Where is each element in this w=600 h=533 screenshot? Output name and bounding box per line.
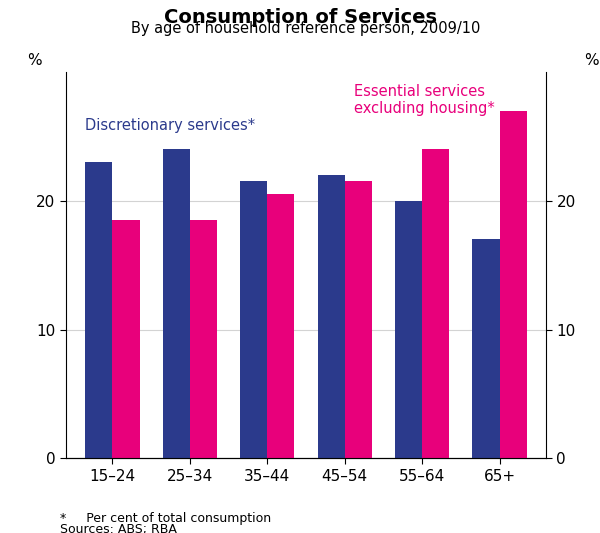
Bar	[317, 175, 345, 458]
Bar	[267, 195, 295, 458]
Text: %: %	[28, 53, 42, 68]
Bar	[345, 181, 372, 458]
Text: *     Per cent of total consumption: * Per cent of total consumption	[60, 512, 271, 524]
Bar	[240, 181, 267, 458]
Text: Essential services
excluding housing*: Essential services excluding housing*	[354, 84, 495, 116]
Text: %: %	[584, 53, 599, 68]
Bar	[112, 220, 140, 458]
Bar	[395, 201, 422, 458]
Title: By age of household reference person, 2009/10: By age of household reference person, 20…	[131, 21, 481, 36]
Bar	[500, 110, 527, 458]
Text: Consumption of Services: Consumption of Services	[163, 8, 437, 27]
Bar	[85, 162, 112, 458]
Bar	[163, 149, 190, 458]
Text: Sources: ABS; RBA: Sources: ABS; RBA	[60, 523, 177, 533]
Bar	[472, 239, 500, 458]
Bar	[190, 220, 217, 458]
Bar	[422, 149, 449, 458]
Text: Discretionary services*: Discretionary services*	[85, 118, 256, 133]
